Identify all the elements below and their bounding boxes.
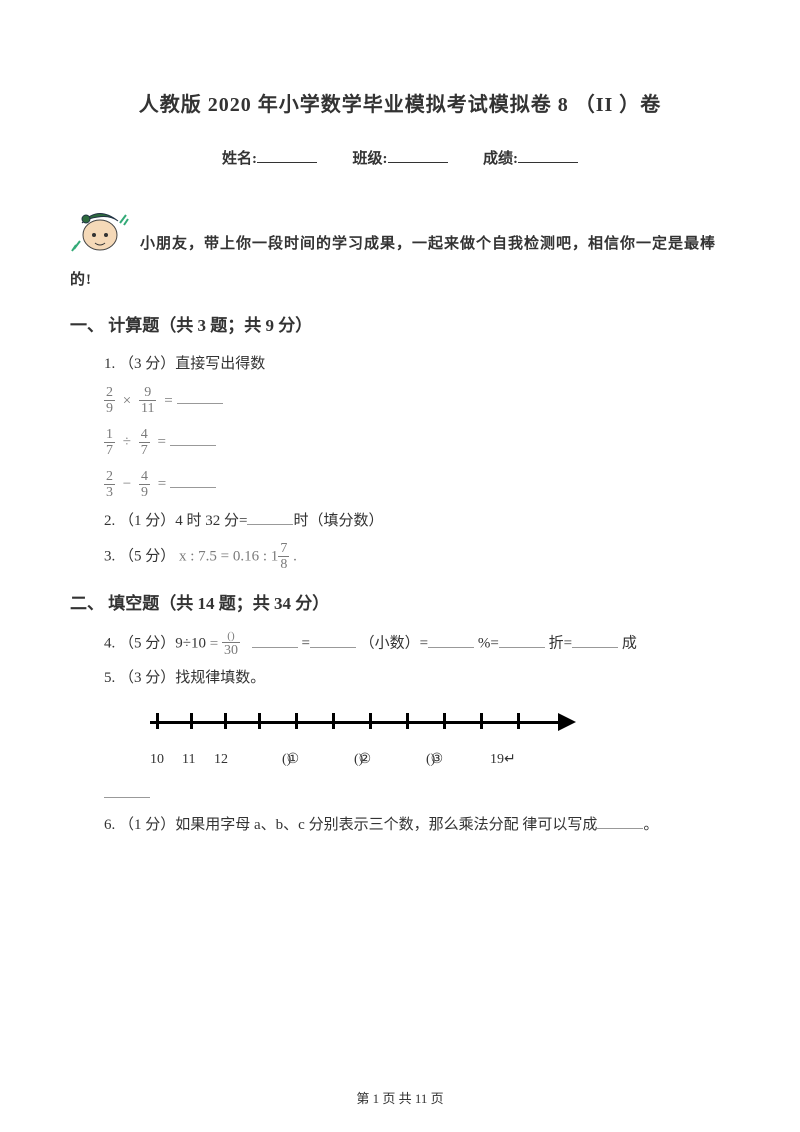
q6: 6. （1 分）如果用字母 a、b、c 分别表示三个数，那么乘法分配 律可以写成… xyxy=(104,814,730,837)
class-blank xyxy=(388,149,448,163)
name-blank xyxy=(257,149,317,163)
page-footer: 第 1 页 共 11 页 xyxy=(0,1089,800,1109)
q3: 3. （5 分） x : 7.5 = 0.16 : 178 . xyxy=(104,541,730,573)
number-line-svg xyxy=(150,707,580,737)
encourage-tail: 的! xyxy=(70,269,730,292)
q5-answer-blank xyxy=(104,783,730,806)
score-label: 成绩: xyxy=(483,151,518,167)
q6-blank xyxy=(597,817,643,829)
q1f3-blank xyxy=(170,476,216,488)
class-label: 班级: xyxy=(353,151,388,167)
q5-label: 5. （3 分）找规律填数。 xyxy=(104,667,730,690)
q1-formula-2: 17 ÷ 47 = xyxy=(104,427,730,459)
q4: 4. （5 分）9÷10 = ()30 = （小数）= %= 折= 成 xyxy=(104,630,730,658)
section-2-heading: 二、 填空题（共 14 题；共 34 分） xyxy=(70,591,730,617)
q1f1-blank xyxy=(177,392,223,404)
mascot-icon xyxy=(70,201,140,259)
q1-formula-1: 29 × 911 = xyxy=(104,385,730,417)
q2-blank xyxy=(247,513,293,525)
q1-formula-3: 23 − 49 = xyxy=(104,469,730,501)
q1f2-blank xyxy=(170,434,216,446)
meta-line: 姓名: 班级: 成绩: xyxy=(70,148,730,171)
number-line xyxy=(150,707,730,737)
q2: 2. （1 分）4 时 32 分=时（填分数） xyxy=(104,510,730,533)
encourage-text: 小朋友，带上你一段时间的学习成果，一起来做个自我检测吧，相信你一定是最棒 xyxy=(140,201,716,256)
arrow-icon xyxy=(558,713,576,731)
mascot-row: 小朋友，带上你一段时间的学习成果，一起来做个自我检测吧，相信你一定是最棒 xyxy=(70,201,730,259)
q1-label: 1. （3 分）直接写出得数 xyxy=(104,353,730,376)
name-label: 姓名: xyxy=(222,151,257,167)
page-title: 人教版 2020 年小学数学毕业模拟考试模拟卷 8 （II ）卷 xyxy=(70,90,730,120)
score-blank xyxy=(518,149,578,163)
section-1-heading: 一、 计算题（共 3 题；共 9 分） xyxy=(70,313,730,339)
